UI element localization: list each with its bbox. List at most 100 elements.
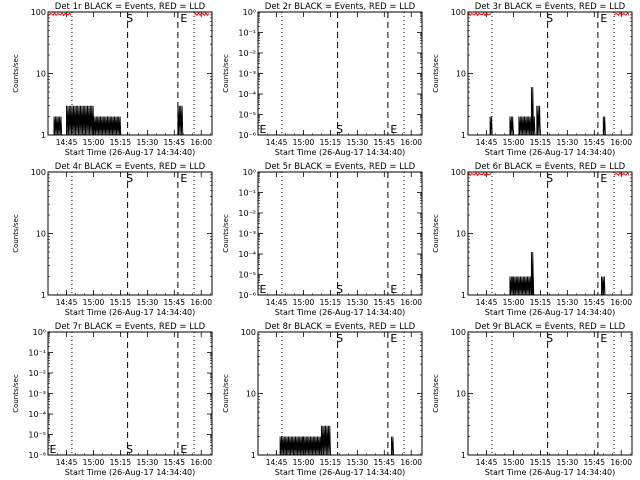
x-axis-label: Start Time (26-Aug-17 14:34:40) (65, 148, 196, 157)
plot-frame (257, 11, 423, 136)
x-tick-label: 16:00 (610, 458, 632, 467)
x-tick-label: 14:45 (476, 458, 498, 467)
start-marker-label: S (126, 12, 133, 25)
x-axis-label: Start Time (26-Aug-17 14:34:40) (485, 308, 616, 317)
y-tick-label: 1 (461, 131, 466, 140)
y-tick-label: 100 (451, 8, 466, 17)
y-tick-label: 10⁻⁵ (238, 111, 256, 120)
events-series (93, 116, 122, 136)
end-marker-label: E (180, 172, 187, 185)
y-tick-label: 10⁻⁴ (238, 250, 256, 259)
x-tick-label: 15:00 (83, 138, 105, 147)
panel-title: Det 2r BLACK = Events, RED = LLD (265, 2, 416, 12)
panel-title: Det 1r BLACK = Events, RED = LLD (55, 2, 206, 12)
x-axis-label: Start Time (26-Aug-17 14:34:40) (485, 468, 616, 477)
panel-title: Det 7r BLACK = Events, RED = LLD (55, 322, 206, 332)
x-tick-label: 15:45 (163, 458, 185, 467)
x-tick-label: 15:30 (557, 298, 579, 307)
y-axis-label: Counts/sec (222, 374, 230, 413)
events-series (66, 105, 95, 136)
y-tick-label: 10 (456, 390, 466, 399)
events-series (602, 116, 606, 136)
x-tick-label: 16:00 (190, 458, 212, 467)
start-marker-label: S (336, 283, 343, 296)
y-tick-label: 10⁻² (28, 369, 46, 378)
y-tick-label: 10⁰ (243, 8, 256, 17)
panel-det-2r: Det 2r BLACK = Events, RED = LLD 10⁻⁶ 10⁻⁵… (222, 2, 423, 157)
x-axis-label: Start Time (26-Aug-17 14:34:40) (65, 308, 196, 317)
y-tick-label: 10 (246, 390, 256, 399)
events-series (320, 425, 331, 456)
x-tick-label: 16:00 (400, 138, 422, 147)
y-axis-label: Counts/sec (12, 374, 20, 413)
events-series (177, 105, 184, 136)
end-marker-label: E (600, 12, 607, 25)
x-tick-label: 15:15 (320, 458, 342, 467)
y-axis-label: Counts/sec (432, 214, 440, 253)
y-axis-label: Counts/sec (12, 54, 20, 93)
y-tick-label: 1 (41, 291, 46, 300)
plot-frame (47, 331, 213, 456)
start-marker-label: S (546, 12, 553, 25)
panel-title: Det 6r BLACK = Events, RED = LLD (475, 162, 626, 172)
start-marker-label: S (546, 172, 553, 185)
edge-marker-label: E (50, 443, 57, 456)
x-tick-label: 14:45 (476, 138, 498, 147)
x-tick-label: 15:30 (347, 298, 369, 307)
y-tick-label: 1 (461, 291, 466, 300)
panel-title: Det 8r BLACK = Events, RED = LLD (265, 322, 416, 332)
panel-det-8r: Det 8r BLACK = Events, RED = LLD 1 10 100 Co… (222, 322, 423, 477)
y-axis-label: Counts/sec (12, 214, 20, 253)
x-tick-label: 16:00 (190, 138, 212, 147)
x-tick-label: 15:15 (110, 298, 132, 307)
start-marker-label: S (336, 123, 343, 136)
y-tick-label: 10 (456, 230, 466, 239)
events-series (509, 116, 514, 136)
x-tick-label: 15:00 (293, 138, 315, 147)
lld-series (193, 11, 210, 17)
end-marker-label: E (390, 332, 397, 345)
y-tick-label: 10⁰ (33, 328, 46, 337)
x-tick-label: 15:00 (83, 298, 105, 307)
y-tick-label: 100 (451, 168, 466, 177)
events-series (601, 276, 606, 296)
x-tick-label: 15:45 (163, 138, 185, 147)
panel-det-5r: Det 5r BLACK = Events, RED = LLD 10⁻⁶ 10⁻⁵… (222, 162, 423, 317)
start-marker-label: S (126, 443, 133, 456)
events-series (303, 436, 322, 456)
plot-frame (467, 171, 633, 296)
end-marker-label: E (390, 123, 397, 136)
y-tick-label: 10⁻³ (238, 70, 256, 79)
x-tick-label: 15:15 (530, 138, 552, 147)
x-tick-label: 15:30 (557, 458, 579, 467)
x-tick-label: 15:00 (503, 298, 525, 307)
x-tick-label: 15:30 (557, 138, 579, 147)
plot-frame (257, 171, 423, 296)
x-tick-label: 15:45 (163, 298, 185, 307)
y-tick-label: 10⁰ (243, 168, 256, 177)
events-series (509, 276, 514, 296)
x-tick-label: 15:30 (137, 138, 159, 147)
y-tick-label: 100 (31, 8, 46, 17)
x-tick-label: 15:00 (503, 138, 525, 147)
x-tick-label: 15:45 (583, 458, 605, 467)
x-tick-label: 15:15 (320, 298, 342, 307)
panel-title: Det 9r BLACK = Events, RED = LLD (475, 322, 626, 332)
y-tick-label: 10⁻³ (28, 390, 46, 399)
plot-frame (467, 11, 633, 136)
x-tick-label: 16:00 (610, 138, 632, 147)
plot-frame (47, 171, 213, 296)
x-tick-label: 15:45 (373, 458, 395, 467)
x-tick-label: 16:00 (400, 458, 422, 467)
x-tick-label: 15:15 (320, 138, 342, 147)
y-tick-label: 100 (31, 168, 46, 177)
y-axis-label: Counts/sec (432, 54, 440, 93)
y-tick-label: 10⁻² (238, 209, 256, 218)
x-tick-label: 15:15 (110, 458, 132, 467)
end-marker-label: E (180, 12, 187, 25)
y-tick-label: 10 (456, 70, 466, 79)
x-tick-label: 15:00 (293, 458, 315, 467)
events-series (536, 105, 541, 136)
lld-series (468, 172, 492, 177)
